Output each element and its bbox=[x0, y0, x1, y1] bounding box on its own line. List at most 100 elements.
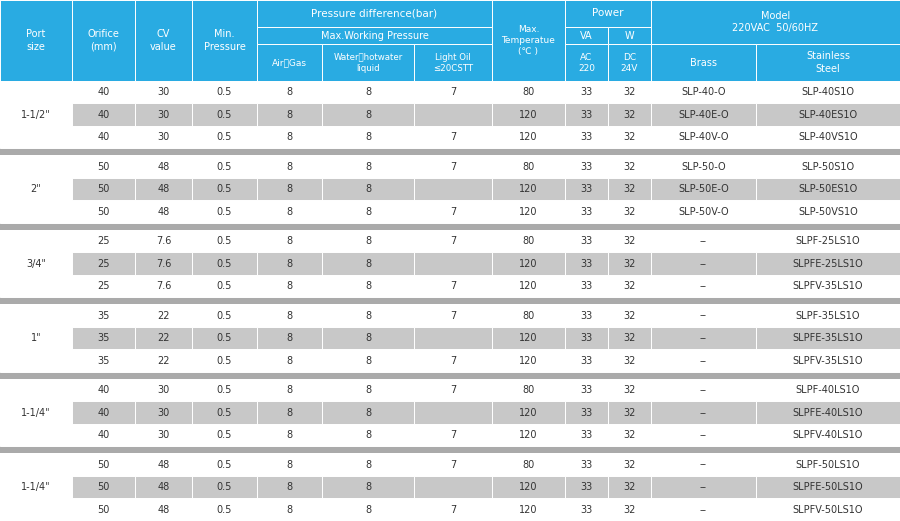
Text: DC
24V: DC 24V bbox=[621, 53, 638, 72]
Bar bbox=[492, 275, 565, 297]
Text: 8: 8 bbox=[364, 460, 371, 469]
Bar bbox=[72, 81, 135, 103]
Text: 32: 32 bbox=[624, 430, 635, 440]
Text: 120: 120 bbox=[519, 281, 538, 291]
Text: 40: 40 bbox=[97, 430, 110, 440]
Bar bbox=[192, 0, 257, 81]
Bar bbox=[0, 230, 72, 297]
Bar bbox=[192, 81, 257, 103]
Bar bbox=[322, 401, 414, 424]
Text: 33: 33 bbox=[580, 162, 592, 171]
Bar bbox=[608, 424, 651, 446]
Bar bbox=[414, 44, 492, 81]
Text: 120: 120 bbox=[519, 109, 538, 120]
Text: 50: 50 bbox=[97, 482, 110, 492]
Bar bbox=[257, 252, 322, 275]
Text: SLP-50VS1O: SLP-50VS1O bbox=[798, 207, 858, 217]
Text: 8: 8 bbox=[364, 236, 371, 246]
Text: 7: 7 bbox=[450, 311, 456, 320]
Bar bbox=[72, 304, 135, 327]
Bar bbox=[414, 178, 492, 201]
Bar bbox=[72, 155, 135, 178]
Text: 0.5: 0.5 bbox=[217, 460, 232, 469]
Text: 48: 48 bbox=[158, 460, 169, 469]
Bar bbox=[492, 0, 565, 81]
Bar bbox=[135, 103, 192, 126]
Bar bbox=[414, 476, 492, 499]
Text: 30: 30 bbox=[158, 430, 169, 440]
Bar bbox=[192, 230, 257, 252]
Bar bbox=[608, 44, 651, 81]
Bar bbox=[322, 275, 414, 297]
Text: SLPFV-35LS1O: SLPFV-35LS1O bbox=[793, 281, 863, 291]
Text: 0.5: 0.5 bbox=[217, 385, 232, 395]
Text: 22: 22 bbox=[158, 333, 170, 343]
Text: Water、hotwater
liquid: Water、hotwater liquid bbox=[333, 53, 402, 72]
Bar bbox=[257, 275, 322, 297]
Text: SLPFE-25LS1O: SLPFE-25LS1O bbox=[793, 258, 863, 269]
Bar bbox=[135, 126, 192, 148]
Bar bbox=[492, 81, 565, 103]
Bar bbox=[192, 350, 257, 372]
Bar bbox=[756, 499, 900, 521]
Bar bbox=[651, 81, 756, 103]
Text: 32: 32 bbox=[624, 87, 635, 97]
Bar bbox=[0, 379, 72, 446]
Text: 7.6: 7.6 bbox=[156, 258, 171, 269]
Text: 30: 30 bbox=[158, 132, 169, 142]
Bar bbox=[0, 453, 72, 521]
Text: 50: 50 bbox=[97, 162, 110, 171]
Text: 7.6: 7.6 bbox=[156, 236, 171, 246]
Bar bbox=[756, 379, 900, 401]
Bar bbox=[135, 81, 192, 103]
Bar bbox=[608, 81, 651, 103]
Text: Max.
Temperatue
(℃ ): Max. Temperatue (℃ ) bbox=[501, 25, 555, 56]
Bar bbox=[257, 453, 322, 476]
Bar bbox=[135, 327, 192, 350]
Text: 8: 8 bbox=[286, 333, 292, 343]
Text: SLPFE-40LS1O: SLPFE-40LS1O bbox=[793, 407, 863, 418]
Bar bbox=[135, 275, 192, 297]
Text: SLPFE-35LS1O: SLPFE-35LS1O bbox=[793, 333, 863, 343]
Bar bbox=[492, 178, 565, 201]
Bar bbox=[492, 379, 565, 401]
Text: 33: 33 bbox=[580, 207, 592, 217]
Text: 25: 25 bbox=[97, 281, 110, 291]
Text: 48: 48 bbox=[158, 505, 169, 515]
Text: 48: 48 bbox=[158, 184, 169, 194]
Text: 7: 7 bbox=[450, 132, 456, 142]
Bar bbox=[72, 379, 135, 401]
Bar bbox=[756, 476, 900, 499]
Bar bbox=[257, 155, 322, 178]
Text: 30: 30 bbox=[158, 385, 169, 395]
Bar bbox=[72, 103, 135, 126]
Bar bbox=[72, 201, 135, 223]
Bar bbox=[651, 401, 756, 424]
Bar bbox=[492, 230, 565, 252]
Bar bbox=[492, 201, 565, 223]
Bar bbox=[651, 476, 756, 499]
Bar bbox=[322, 379, 414, 401]
Bar bbox=[608, 201, 651, 223]
Bar bbox=[257, 126, 322, 148]
Text: 1-1/4": 1-1/4" bbox=[22, 482, 50, 492]
Bar bbox=[565, 178, 608, 201]
Text: 32: 32 bbox=[624, 109, 635, 120]
Text: 8: 8 bbox=[364, 258, 371, 269]
Bar bbox=[756, 424, 900, 446]
Text: Air、Gas: Air、Gas bbox=[272, 58, 307, 67]
Bar bbox=[414, 126, 492, 148]
Bar bbox=[756, 81, 900, 103]
Text: 8: 8 bbox=[364, 430, 371, 440]
Bar bbox=[756, 453, 900, 476]
Text: 1": 1" bbox=[31, 333, 41, 343]
Text: Max.Working Pressure: Max.Working Pressure bbox=[320, 31, 428, 41]
Bar bbox=[322, 126, 414, 148]
Bar bbox=[322, 304, 414, 327]
Bar bbox=[608, 103, 651, 126]
Text: SLP-40S1O: SLP-40S1O bbox=[802, 87, 854, 97]
Text: 80: 80 bbox=[522, 87, 535, 97]
Text: 8: 8 bbox=[286, 87, 292, 97]
Text: SLP-50-O: SLP-50-O bbox=[681, 162, 725, 171]
Text: 32: 32 bbox=[624, 482, 635, 492]
